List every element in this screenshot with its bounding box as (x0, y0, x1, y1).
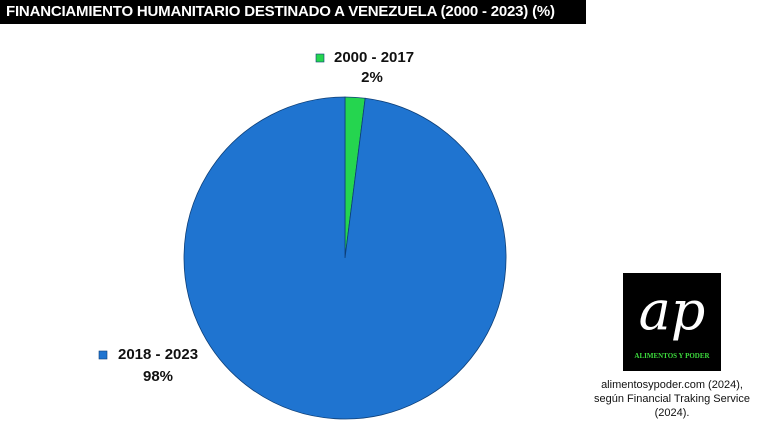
source-line: según Financial Traking Service (594, 393, 750, 405)
chart-title: FINANCIAMIENTO HUMANITARIO DESTINADO A V… (0, 0, 586, 24)
legend-swatch (315, 53, 325, 63)
pie-slice (183, 96, 507, 420)
slice-label: 2018 - 2023 (118, 346, 198, 363)
source-line: alimentosypoder.com (2024), (601, 379, 743, 391)
logo-name: ALIMENTOS Y PODER (634, 352, 710, 360)
logo: ap ALIMENTOS Y PODER (623, 273, 721, 371)
source-note: alimentosypoder.com (2024), según Financ… (592, 378, 752, 420)
logo-mark: ap (638, 279, 706, 342)
value-label: 98% (143, 368, 173, 385)
source-line: (2024). (654, 407, 690, 419)
value-label: 2% (361, 69, 383, 86)
legend-swatch (98, 350, 108, 360)
slice-label: 2000 - 2017 (334, 49, 414, 66)
